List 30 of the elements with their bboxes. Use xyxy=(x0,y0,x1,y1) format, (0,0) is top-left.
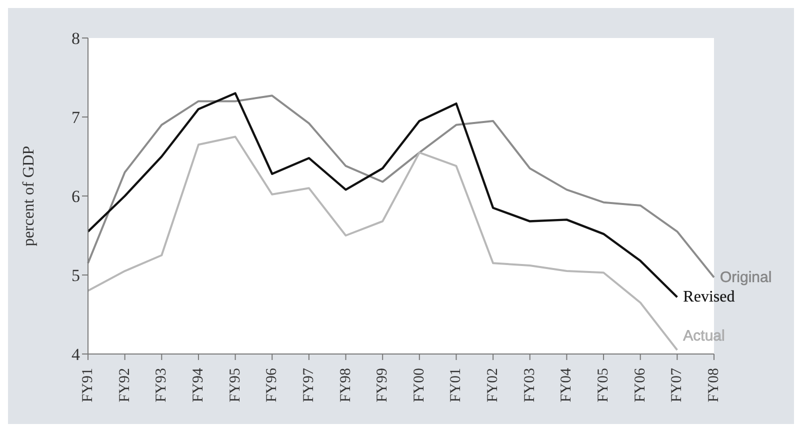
x-tick-label: FY06 xyxy=(632,368,648,402)
y-tick-label: 6 xyxy=(72,187,80,206)
x-tick-label: FY97 xyxy=(300,368,317,402)
line-series xyxy=(87,94,715,278)
x-tick-label: FY03 xyxy=(522,368,538,402)
x-tick-label: FY00 xyxy=(411,368,428,402)
y-tick-label: 4 xyxy=(72,345,80,364)
x-tick-label: FY05 xyxy=(596,368,612,402)
x-tick-label: FY95 xyxy=(227,368,244,402)
x-tick-label: FY04 xyxy=(558,368,575,402)
series-label: Original xyxy=(720,268,772,286)
y-tick-label: 5 xyxy=(72,266,80,286)
x-tick-label: FY01 xyxy=(448,368,464,402)
y-tick-label: 7 xyxy=(72,108,80,128)
series-label: Revised xyxy=(683,288,735,306)
x-tick-label: FY93 xyxy=(154,368,170,402)
line-series xyxy=(87,136,678,352)
y-axis-title: percent of GDP xyxy=(20,146,38,246)
line-series xyxy=(86,92,678,298)
x-tick-label: FY98 xyxy=(338,368,354,402)
x-tick-label: FY07 xyxy=(669,368,686,402)
series-label: Actual xyxy=(683,328,725,345)
x-tick-label: FY96 xyxy=(264,368,280,402)
x-tick-label: FY02 xyxy=(485,368,502,402)
x-tick-label: FY92 xyxy=(116,368,133,402)
x-tick-label: FY08 xyxy=(706,368,722,402)
x-tick-label: FY91 xyxy=(80,368,96,402)
y-tick-label: 8 xyxy=(72,29,80,48)
x-tick-label: FY94 xyxy=(190,368,206,402)
x-tick-label: FY99 xyxy=(374,368,391,402)
